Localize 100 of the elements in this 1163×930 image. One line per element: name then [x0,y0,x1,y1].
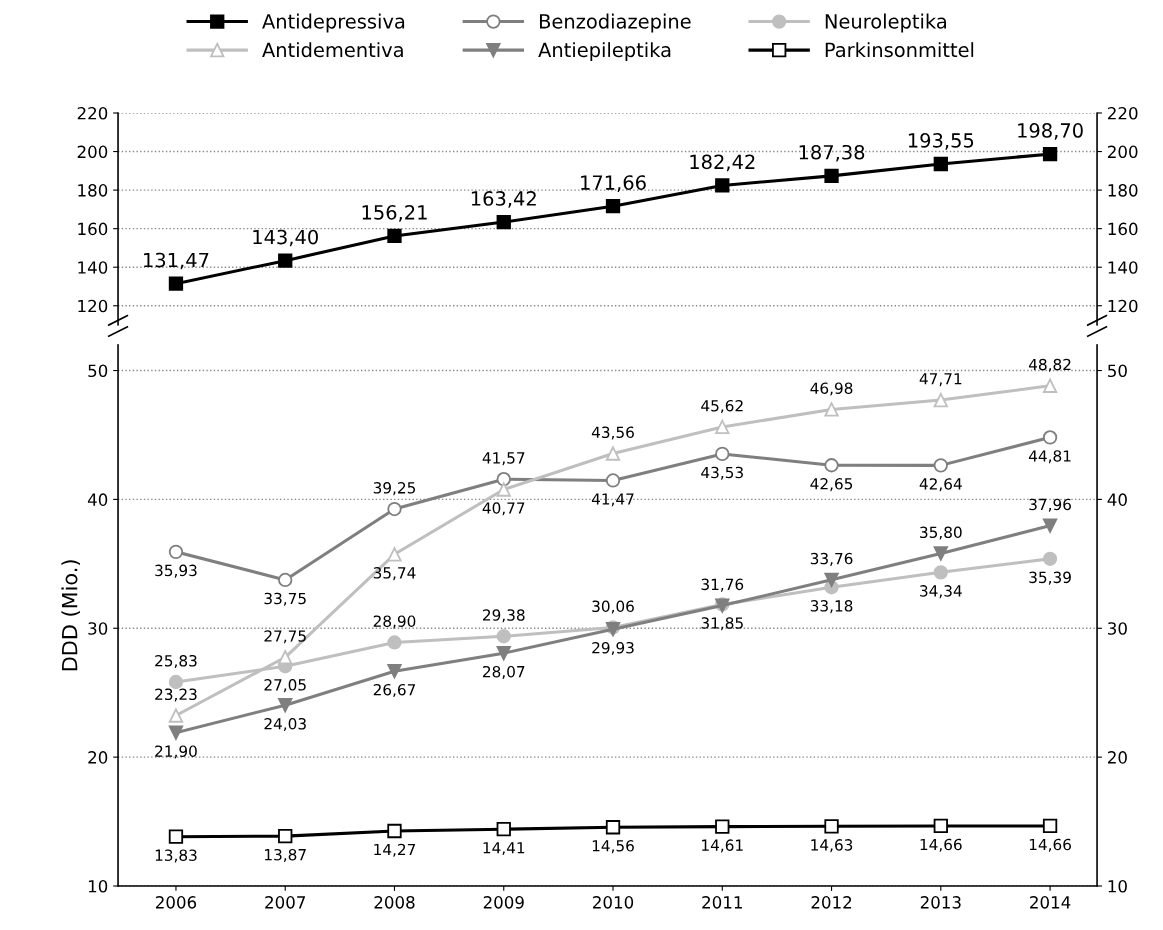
data-label: 23,23 [155,688,197,702]
point [1042,430,1058,445]
data-label: 45,62 [701,399,743,414]
y2-tick-label: 180 [1108,184,1138,197]
x-tick-label: 2012 [811,896,852,909]
legend-label: Antidementiva [262,42,403,58]
point [605,473,621,488]
data-label: 48,82 [1028,358,1071,372]
data-label: 47,71 [919,373,962,387]
point [168,276,184,291]
data-label: 33,76 [810,552,853,566]
data-label: 29,38 [483,609,525,623]
data-label: 21,90 [155,745,197,759]
data-label: 171,66 [581,175,646,192]
y2-tick-label: 140 [1108,261,1138,274]
point [1042,146,1058,162]
data-label: 27,05 [264,679,306,693]
point [387,501,402,517]
y2-tick-label: 50 [1108,364,1127,378]
point [824,402,839,417]
x-tick-label: 2008 [374,896,415,909]
data-label: 41,57 [482,452,525,466]
y-tick-label: 40 [87,493,108,506]
data-label: 24,03 [264,717,306,732]
point [496,629,511,644]
data-label: 46,98 [810,382,853,396]
data-label: 198,70 [1018,123,1083,140]
point [715,178,730,193]
data-label: 187,38 [799,144,865,162]
y2-tick-label: 200 [1108,145,1138,159]
data-label: 14,61 [702,839,743,853]
y-tick-label: 30 [88,622,108,635]
data-label: 13,87 [265,848,306,863]
point [278,698,293,713]
data-label: 14,56 [592,840,634,854]
data-label: 35,39 [1029,571,1071,585]
point [824,458,839,473]
x-tick-label: 2006 [155,896,197,909]
data-label: 27,75 [264,630,306,644]
data-label: 14,41 [483,842,525,856]
data-label: 35,74 [373,567,416,581]
legend-label: Parkinsonmittel [825,42,974,58]
point [496,482,511,497]
point [496,214,511,230]
data-label: 41,47 [591,493,634,507]
y-tick-label: 50 [88,364,108,378]
data-label: 193,55 [908,133,974,150]
y-tick-label: 160 [78,222,108,236]
data-label: 31,76 [701,578,744,592]
legend-label: Antiepileptika [538,42,671,61]
point [1042,551,1058,566]
data-label: 14,66 [1029,838,1071,852]
point [933,818,948,834]
point [605,199,621,214]
x-tick-label: 2009 [483,896,524,909]
data-label: 163,42 [471,191,536,208]
point [824,819,839,834]
data-label: 156,21 [362,204,427,222]
data-label: 143,40 [253,229,318,247]
x-tick-label: 2014 [1030,896,1071,909]
data-label: 25,83 [155,654,197,669]
y-tick-label: 220 [77,106,108,120]
point [1042,378,1058,393]
y-tick-label: 200 [77,145,108,159]
data-label: 43,53 [701,466,743,480]
data-label: 43,56 [591,426,634,440]
point [933,546,948,561]
data-label: 13,83 [155,849,197,863]
data-label: 29,93 [592,641,634,656]
point [933,565,948,580]
point [387,664,402,679]
data-label: 28,07 [483,665,525,680]
point [278,253,293,268]
y2-tick-label: 30 [1108,622,1127,635]
point [168,725,184,740]
point [824,572,839,587]
y-tick-label: 140 [78,261,108,274]
x-tick-label: 2007 [265,896,305,909]
point [387,823,402,839]
y2-tick-label: 40 [1107,493,1127,506]
point [933,392,948,408]
y2-tick-label: 220 [1108,106,1138,120]
point [496,645,511,661]
point [933,156,948,172]
point [1042,518,1058,533]
point [168,708,184,723]
point [278,828,293,844]
point [605,446,621,461]
legend-label: Antidepressiva [262,13,405,33]
data-label: 33,18 [810,600,853,614]
point [824,168,839,184]
y2-tick-label: 20 [1108,751,1127,764]
data-label: 44,81 [1028,450,1071,464]
point [387,635,402,650]
legend-label: Neuroleptika [825,13,946,33]
data-label: 40,77 [482,502,525,516]
x-tick-label: 2013 [920,896,961,909]
point [933,458,948,473]
point [278,650,293,665]
point [1042,818,1058,834]
